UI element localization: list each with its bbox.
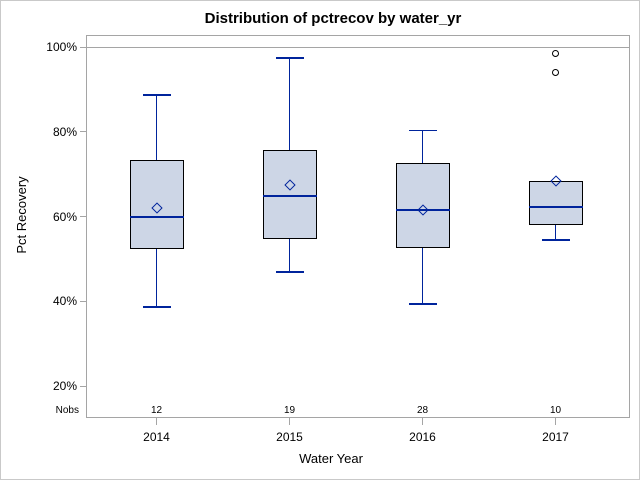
nobs-row-label: Nobs (55, 405, 79, 416)
whisker-upper-cap (408, 129, 437, 132)
x-axis-tick-mark (289, 418, 290, 425)
whisker-lower-cap (275, 271, 304, 273)
whisker-lower-stem (288, 238, 291, 272)
nobs-value: 12 (150, 405, 163, 416)
x-axis-tick-mark (156, 418, 157, 425)
chart-title: Distribution of pctrecov by water_yr (204, 10, 462, 27)
whisker-upper-cap (275, 57, 304, 59)
whisker-lower-cap (142, 306, 171, 308)
whisker-upper-stem (155, 94, 158, 160)
x-axis-tick-label: 2017 (542, 430, 569, 444)
x-axis-tick-label: 2014 (143, 430, 170, 444)
whisker-lower-stem (421, 247, 424, 304)
x-axis-title: Water Year (299, 451, 363, 466)
box-iqr (129, 159, 184, 250)
y-axis-tick-mark (80, 131, 86, 133)
x-axis-tick-mark (422, 418, 423, 425)
median-line (262, 194, 317, 197)
y-axis-tick-mark (80, 216, 86, 217)
box-iqr (395, 162, 450, 248)
y-axis-tick-label: 20% (52, 379, 77, 393)
y-axis-tick-label: 60% (52, 209, 77, 224)
nobs-value: 19 (283, 405, 296, 416)
whisker-upper-stem (288, 58, 291, 151)
outlier-point (552, 49, 559, 57)
nobs-value: 10 (549, 405, 562, 416)
median-line (528, 205, 583, 208)
median-line (395, 209, 450, 212)
reference-line-100pct (86, 47, 630, 48)
whisker-lower-cap (408, 303, 437, 305)
box-iqr (528, 180, 583, 225)
y-axis-tick-label: 100% (46, 40, 77, 54)
plot-area-frame (86, 35, 630, 418)
box-iqr (262, 150, 317, 239)
y-axis-tick-label: 40% (52, 294, 77, 309)
x-axis-tick-label: 2015 (276, 430, 303, 444)
whisker-lower-cap (541, 239, 570, 241)
nobs-value: 28 (416, 405, 429, 416)
x-axis-tick-label: 2016 (409, 430, 436, 444)
outlier-point (552, 68, 559, 76)
whisker-lower-stem (155, 249, 158, 307)
x-axis-tick-mark (555, 418, 556, 425)
y-axis-tick-mark (80, 300, 86, 302)
y-axis-tick-label: 80% (52, 124, 77, 139)
y-axis-tick-mark (80, 46, 86, 48)
median-line (129, 215, 184, 218)
whisker-lower-stem (554, 224, 557, 240)
whisker-upper-stem (421, 130, 424, 163)
y-axis-tick-mark (80, 385, 86, 387)
whisker-upper-cap (142, 94, 171, 96)
